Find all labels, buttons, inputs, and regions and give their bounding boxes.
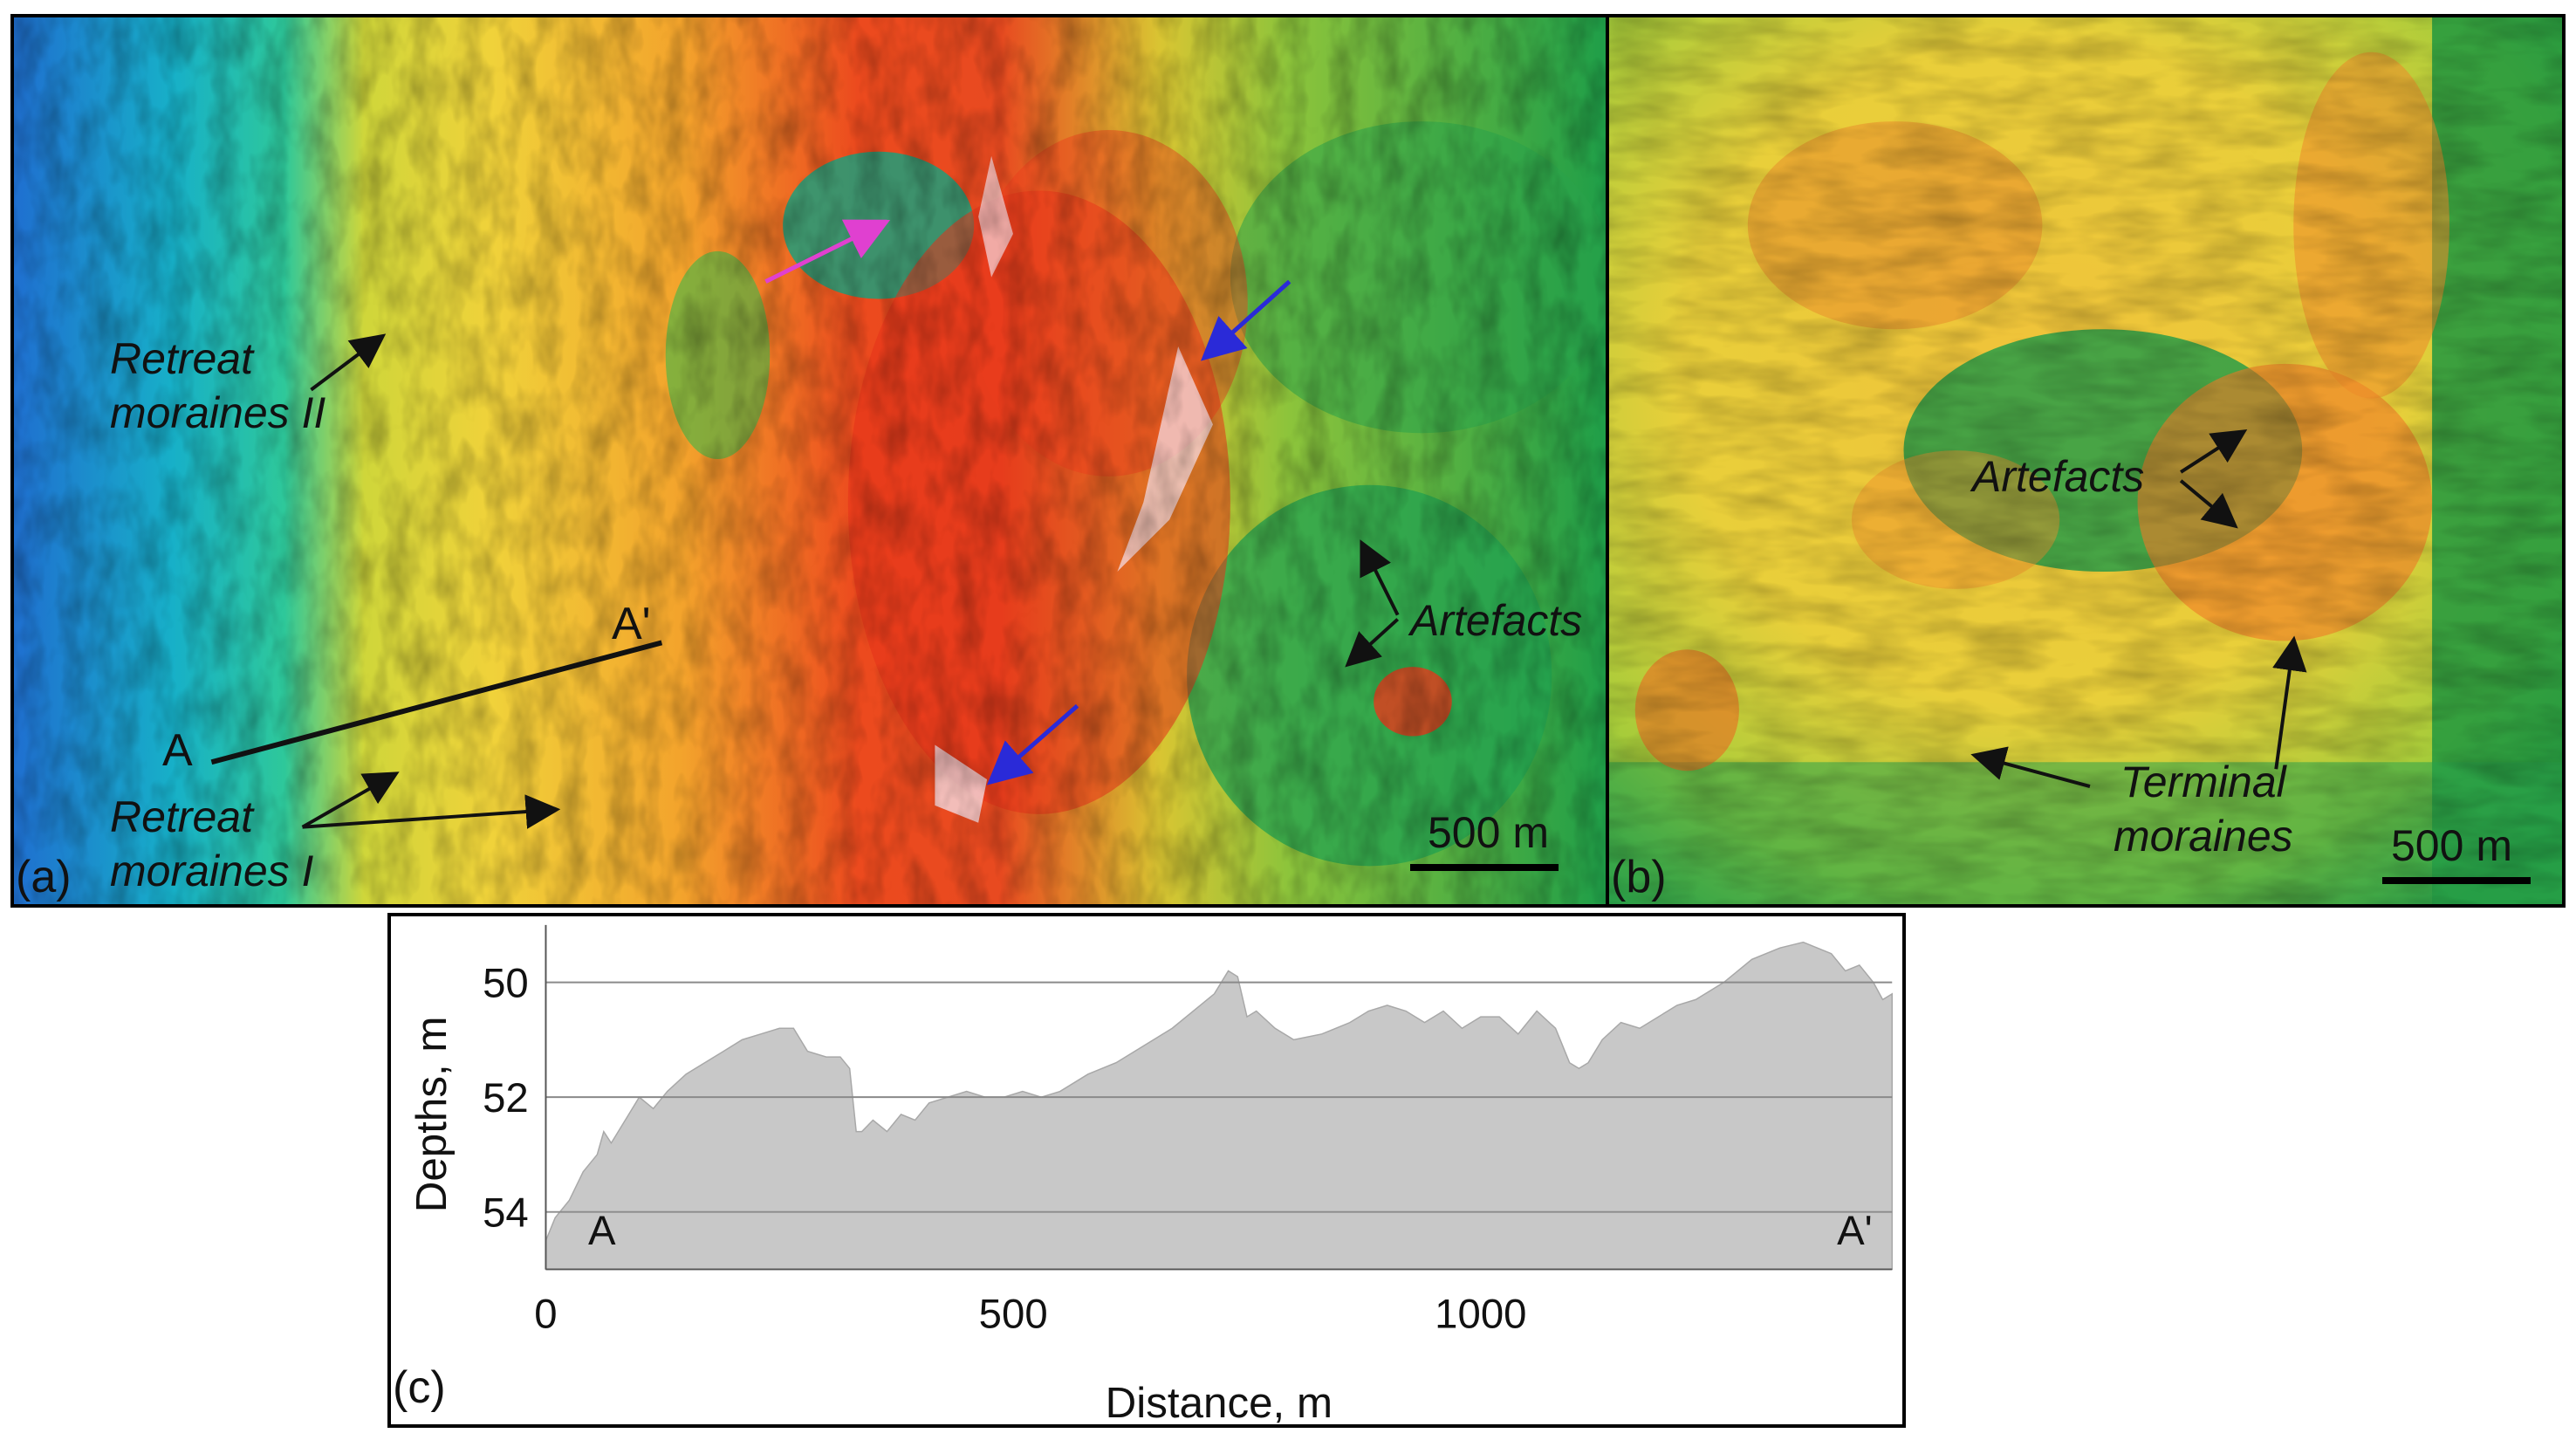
blue-arrow-lower: [986, 703, 1079, 785]
scale-bar-b: [2382, 877, 2531, 884]
scale-bar-a: [1410, 864, 1559, 871]
artefacts-label-a: Artefacts: [1410, 596, 1583, 645]
x-tick-label: 1000: [1435, 1292, 1526, 1338]
retreat-moraines-ii-line-2: moraines II: [110, 388, 326, 437]
profile-start-label: A: [588, 1208, 616, 1254]
terminal-moraines-arrow-up: [2272, 635, 2307, 770]
profile-plot: 50 52 54 0 500 1000 Distance, m Depths, m A A': [408, 924, 1893, 1424]
panel-b-tag: (b): [1611, 852, 1667, 902]
terminal-moraines-line-1: Terminal: [2120, 758, 2286, 806]
depth-profile-area: [545, 941, 1893, 1271]
y-tick-label: 54: [483, 1190, 529, 1236]
point-a-prime-label: A': [612, 599, 651, 649]
blue-arrow-upper: [1201, 279, 1291, 361]
artefacts-arrow-up: [1360, 539, 1400, 616]
retreat-moraines-i-arrow-2: [302, 794, 561, 829]
scale-bar-b-label: 500 m: [2391, 821, 2512, 870]
bathymetry-map-b: Artefacts Terminal moraines 500 m (b): [1606, 14, 2566, 908]
profile-line-a-a-prime: [210, 640, 663, 765]
retreat-moraines-i-line-1: Retreat: [110, 792, 253, 841]
magenta-arrow: [764, 219, 891, 284]
map-b-annotations: [1970, 429, 2307, 788]
map-a-annotations: [210, 219, 1400, 829]
depth-profile-chart: 50 52 54 0 500 1000 Distance, m Depths, m A A' (c…: [387, 913, 1906, 1428]
artefacts-label-b: Artefacts: [1972, 452, 2145, 501]
retreat-moraines-i-line-2: moraines I: [110, 847, 314, 895]
x-tick-label: 0: [534, 1292, 557, 1338]
artefacts-arrow-down: [1345, 618, 1400, 668]
map-b-relief: [1609, 17, 2562, 904]
y-tick-label: 52: [483, 1075, 529, 1121]
retreat-moraines-i-label: Retreat moraines I: [110, 790, 313, 898]
retreat-moraines-ii-line-1: Retreat: [110, 334, 253, 383]
terminal-moraines-arrow-left: [1970, 746, 2091, 788]
artefacts-b-arrow-up: [2180, 429, 2248, 474]
retreat-moraines-ii-label: Retreat moraines II: [110, 332, 325, 440]
retreat-moraines-ii-arrow: [310, 333, 387, 392]
x-axis-title: Distance, m: [1106, 1379, 1333, 1424]
terminal-moraines-label: Terminal moraines: [2114, 755, 2293, 863]
y-tick-label: 50: [483, 960, 529, 1006]
retreat-moraines-i-arrow-1: [301, 771, 400, 829]
artefacts-b-arrow-down: [2179, 479, 2238, 529]
y-axis-title: Depths, m: [408, 1017, 456, 1213]
map-a-relief: [14, 17, 1606, 904]
panel-a-tag: (a): [16, 852, 72, 902]
bathymetry-map-a: Retreat moraines II Retreat moraines I A…: [10, 14, 1609, 908]
panel-c-tag: (c): [393, 1362, 446, 1413]
point-a-label: A: [162, 725, 193, 776]
x-tick-label: 500: [979, 1292, 1048, 1338]
terminal-moraines-line-2: moraines: [2114, 812, 2293, 861]
profile-end-label: A': [1837, 1208, 1873, 1254]
scale-bar-a-label: 500 m: [1428, 808, 1549, 857]
